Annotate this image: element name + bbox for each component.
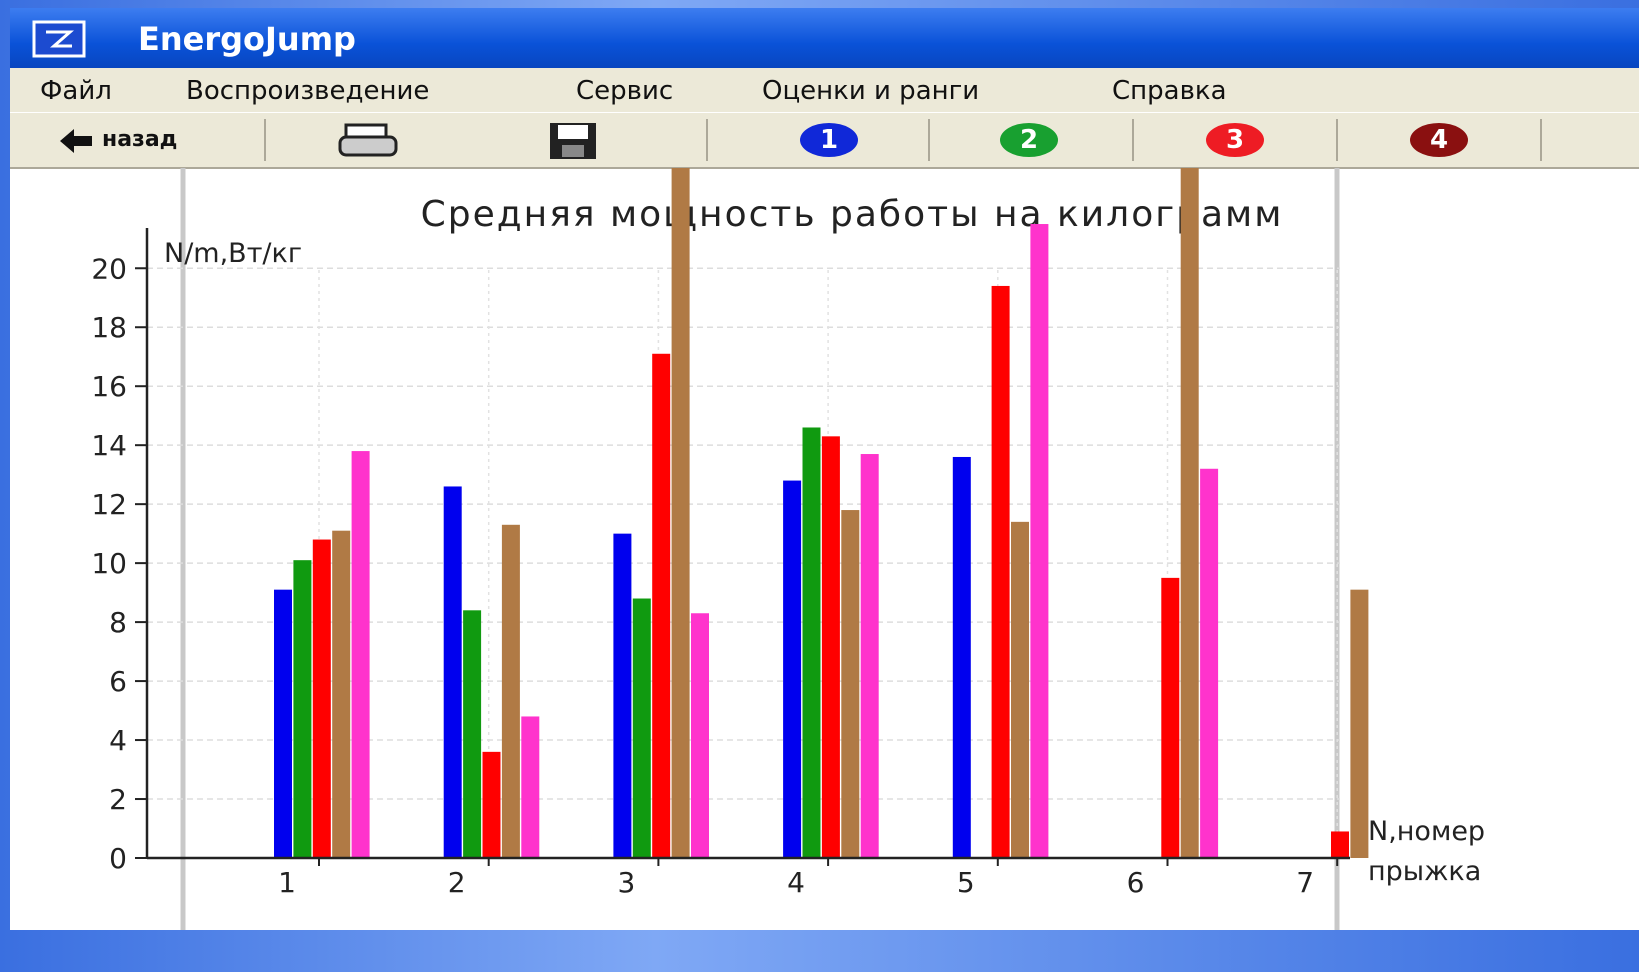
bar (1011, 521, 1029, 858)
menu-item[interactable]: Сервис (576, 76, 674, 106)
app-icon (32, 20, 86, 58)
x-tick-label: 1 (278, 866, 296, 899)
y-tick-label: 4 (109, 724, 127, 757)
menu-item[interactable]: Оценки и ранги (762, 76, 980, 106)
bar (274, 589, 292, 858)
bar (632, 598, 651, 858)
bar (841, 510, 860, 858)
back-button[interactable]: назад (102, 127, 178, 152)
bar (1161, 577, 1180, 858)
y-tick-label: 6 (109, 665, 127, 698)
back-arrow[interactable] (58, 127, 98, 157)
separator (1540, 119, 1542, 161)
x-tick-label: 2 (448, 866, 466, 899)
print-button[interactable] (336, 121, 406, 161)
separator (706, 119, 708, 161)
bar (783, 480, 802, 858)
menu-bar: Файл Воспроизведение Сервис Оценки и ран… (10, 68, 1639, 112)
bar (463, 610, 482, 858)
separator (1336, 119, 1338, 161)
bar (860, 454, 879, 858)
window-title: EnergoJump (138, 20, 356, 58)
bar (802, 427, 821, 858)
y-tick-label: 20 (91, 252, 127, 285)
menu-item[interactable]: Файл (40, 76, 112, 106)
separator (1132, 119, 1134, 161)
menu-item[interactable]: Справка (1112, 76, 1227, 106)
bar (293, 560, 312, 858)
bar (1030, 224, 1049, 858)
desktop-strip (0, 930, 1639, 972)
x-axis-label: N,номер прыжка (1368, 816, 1486, 887)
bar (652, 353, 671, 858)
bar (1331, 831, 1349, 858)
bar (952, 456, 971, 858)
bar (1180, 168, 1199, 859)
x-tick-label: 4 (787, 866, 805, 899)
menu-item[interactable]: Воспроизведение (186, 76, 430, 106)
y-tick-label: 12 (91, 488, 127, 521)
bar (991, 285, 1010, 858)
y-tick-label: 2 (109, 783, 127, 816)
y-tick-label: 8 (109, 606, 127, 639)
save-button[interactable] (546, 121, 606, 161)
number-button[interactable]: 3 (1206, 123, 1264, 157)
x-tick-label: 3 (617, 866, 635, 899)
chart-title: Средняя мощность работы на килограмм (421, 194, 1284, 235)
bar (1200, 468, 1219, 858)
bar (613, 533, 632, 858)
bar (691, 613, 709, 858)
bar (482, 751, 501, 858)
x-tick-label: 6 (1127, 866, 1145, 899)
number-button[interactable]: 2 (1000, 123, 1058, 157)
x-tick-label: 7 (1296, 866, 1314, 899)
bar (443, 486, 462, 858)
bar (821, 436, 840, 858)
title-bar: EnergoJump (10, 8, 1639, 68)
y-axis-label: N/m,Вт/кг (164, 238, 302, 269)
toolbar: назад 1 2 3 4 (10, 112, 1639, 169)
bar (351, 451, 370, 858)
separator (264, 119, 266, 161)
number-button[interactable]: 4 (1410, 123, 1468, 157)
bar (521, 716, 540, 858)
number-button[interactable]: 1 (800, 123, 858, 157)
x-tick-label: 5 (957, 866, 975, 899)
bar (501, 524, 520, 858)
y-tick-label: 18 (91, 311, 127, 344)
y-tick-label: 10 (91, 547, 127, 580)
bars (274, 168, 1369, 859)
bar (332, 530, 351, 858)
y-tick-label: 0 (109, 842, 127, 875)
separator (928, 119, 930, 161)
bar (312, 539, 331, 858)
y-tick-label: 16 (91, 370, 127, 403)
y-tick-label: 14 (91, 429, 127, 462)
bar (1350, 589, 1369, 858)
bar (671, 168, 690, 859)
